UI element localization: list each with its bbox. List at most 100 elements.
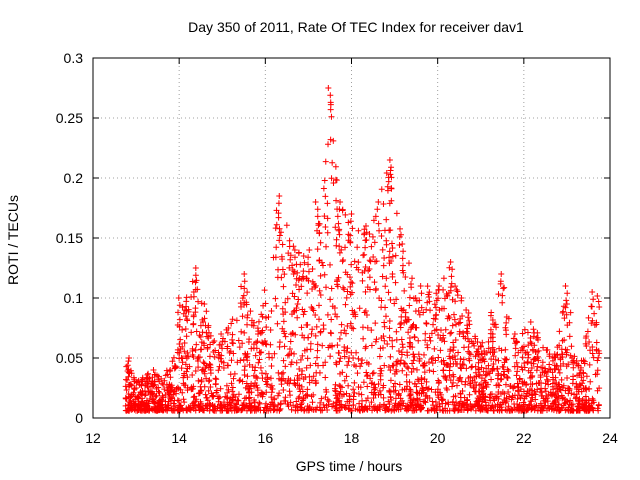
data-point <box>453 321 460 328</box>
data-point <box>394 361 401 368</box>
data-point <box>332 381 339 388</box>
data-point <box>333 236 340 243</box>
data-point <box>455 349 462 356</box>
data-point <box>465 314 472 321</box>
data-point <box>393 366 400 373</box>
data-point <box>563 297 570 304</box>
data-point <box>304 355 311 362</box>
data-point <box>415 307 422 314</box>
data-point <box>528 365 535 372</box>
data-point <box>384 187 391 194</box>
data-point <box>449 383 456 390</box>
data-point <box>191 393 198 400</box>
data-point <box>267 375 274 382</box>
data-point <box>406 294 413 301</box>
data-point <box>448 280 455 287</box>
data-point <box>593 346 600 353</box>
data-point <box>363 312 370 319</box>
data-point <box>192 272 199 279</box>
data-point <box>388 164 395 171</box>
data-point <box>304 386 311 393</box>
data-point <box>448 329 455 336</box>
y-tick-label: 0.1 <box>64 290 84 306</box>
data-point <box>408 324 415 331</box>
data-point <box>241 329 248 336</box>
data-point <box>359 403 366 410</box>
data-point <box>517 347 524 354</box>
data-point <box>505 389 512 396</box>
data-point <box>391 403 398 410</box>
data-point <box>283 222 290 229</box>
data-point <box>387 394 394 401</box>
data-point <box>305 268 312 275</box>
data-point <box>313 406 320 413</box>
data-point <box>342 211 349 218</box>
data-point <box>263 341 270 348</box>
data-point <box>188 329 195 336</box>
data-point <box>247 308 254 315</box>
data-point <box>314 347 321 354</box>
data-point <box>367 258 374 265</box>
data-point <box>143 402 150 409</box>
data-point <box>405 316 412 323</box>
data-point <box>333 359 340 366</box>
data-point <box>293 398 300 405</box>
data-point <box>206 353 213 360</box>
data-point <box>175 406 182 413</box>
data-point <box>206 377 213 384</box>
data-point <box>256 399 263 406</box>
data-point <box>280 318 287 325</box>
data-point <box>385 178 392 185</box>
data-point <box>468 338 475 345</box>
data-point <box>465 309 472 316</box>
data-point <box>374 206 381 213</box>
data-point <box>397 321 404 328</box>
data-point <box>161 386 168 393</box>
data-point <box>388 240 395 247</box>
data-point <box>479 356 486 363</box>
data-point <box>253 345 260 352</box>
data-point <box>416 297 423 304</box>
data-point <box>321 271 328 278</box>
data-point <box>239 340 246 347</box>
data-point <box>380 262 387 269</box>
data-point <box>563 311 570 318</box>
data-point <box>455 320 462 327</box>
data-point <box>387 377 394 384</box>
data-point <box>293 261 300 268</box>
data-point <box>219 345 226 352</box>
data-point <box>134 407 141 414</box>
data-point <box>574 384 581 391</box>
data-point <box>312 311 319 318</box>
data-point <box>178 365 185 372</box>
data-point <box>350 396 357 403</box>
data-point <box>413 395 420 402</box>
data-point <box>555 401 562 408</box>
data-point <box>211 403 218 410</box>
data-point <box>415 351 422 358</box>
data-point <box>310 391 317 398</box>
data-point <box>316 316 323 323</box>
data-point <box>299 306 306 313</box>
data-point <box>193 341 200 348</box>
data-point <box>309 266 316 273</box>
data-point <box>215 398 222 405</box>
data-point <box>177 336 184 343</box>
data-point <box>432 357 439 364</box>
data-point <box>324 396 331 403</box>
data-point <box>359 357 366 364</box>
data-point <box>179 389 186 396</box>
data-point <box>195 364 202 371</box>
data-point <box>156 389 163 396</box>
data-point <box>503 319 510 326</box>
data-point <box>180 380 187 387</box>
data-point <box>457 356 464 363</box>
data-point <box>389 244 396 251</box>
data-point <box>567 309 574 316</box>
data-point <box>202 322 209 329</box>
data-point <box>556 328 563 335</box>
data-point <box>324 215 331 222</box>
data-point <box>503 313 510 320</box>
data-point <box>413 407 420 414</box>
data-point <box>162 391 169 398</box>
